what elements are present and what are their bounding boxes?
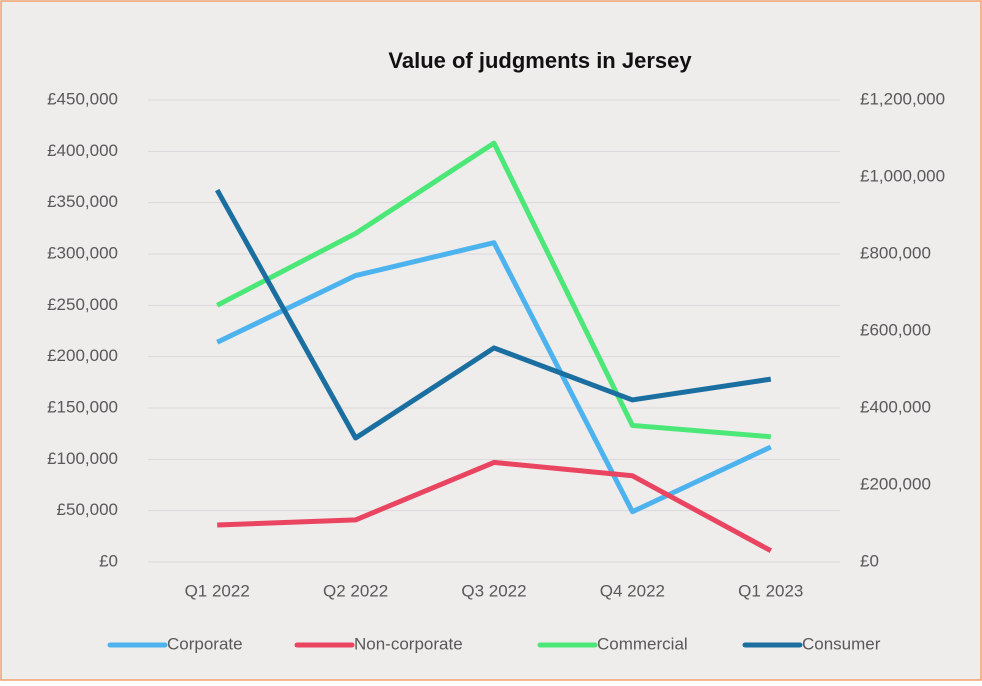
y-tick-label: £400,000 bbox=[47, 141, 118, 160]
y2-tick-label: £600,000 bbox=[860, 320, 931, 339]
y2-tick-label: £1,000,000 bbox=[860, 166, 945, 185]
legend-label: Commercial bbox=[597, 634, 688, 653]
chart-title: Value of judgments in Jersey bbox=[388, 48, 692, 73]
x-tick-label: Q4 2022 bbox=[600, 581, 665, 600]
y-tick-label: £350,000 bbox=[47, 192, 118, 211]
legend-label: Non-corporate bbox=[354, 634, 463, 653]
y2-tick-label: £0 bbox=[860, 551, 879, 570]
legend-label: Consumer bbox=[802, 634, 881, 653]
series-line bbox=[216, 140, 772, 440]
y2-tick-label: £200,000 bbox=[860, 474, 931, 493]
y-tick-label: £50,000 bbox=[57, 500, 118, 519]
y-tick-label: £450,000 bbox=[47, 89, 118, 108]
x-tick-label: Q2 2022 bbox=[323, 581, 388, 600]
y-tick-label: £100,000 bbox=[47, 449, 118, 468]
x-tick-label: Q3 2022 bbox=[461, 581, 526, 600]
series-line bbox=[217, 459, 772, 553]
legend-label: Corporate bbox=[167, 634, 243, 653]
y-tick-label: £150,000 bbox=[47, 397, 118, 416]
y-tick-label: £250,000 bbox=[47, 295, 118, 314]
y2-tick-label: £400,000 bbox=[860, 397, 931, 416]
y2-tick-label: £1,200,000 bbox=[860, 89, 945, 108]
y2-tick-label: £800,000 bbox=[860, 243, 931, 262]
x-tick-label: Q1 2023 bbox=[738, 581, 803, 600]
y-tick-label: £300,000 bbox=[47, 243, 118, 262]
y-tick-label: £0 bbox=[99, 551, 118, 570]
series-line bbox=[215, 188, 772, 441]
series-line bbox=[216, 240, 772, 515]
y-tick-label: £200,000 bbox=[47, 346, 118, 365]
x-tick-label: Q1 2022 bbox=[185, 581, 250, 600]
